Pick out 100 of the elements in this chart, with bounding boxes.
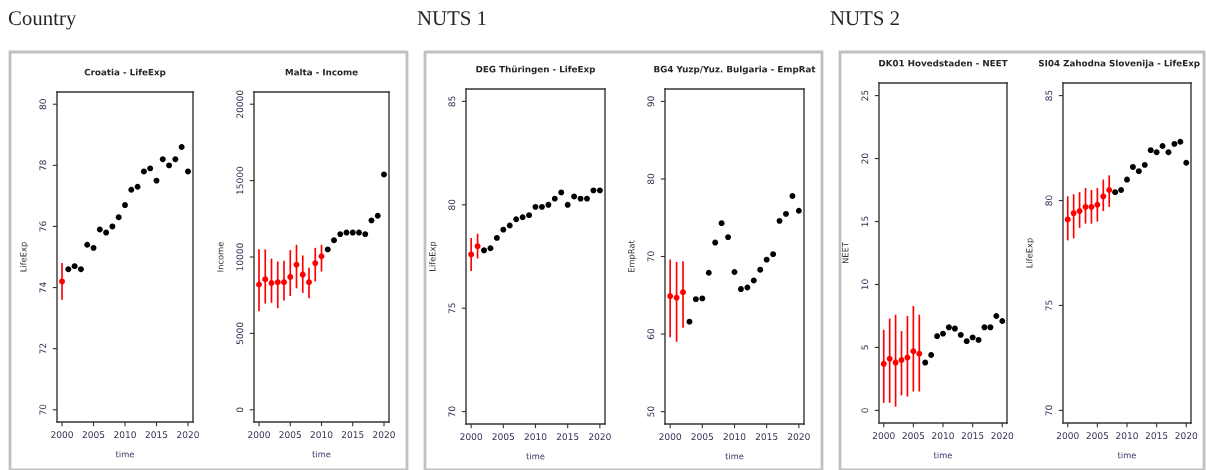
- y-tick-label: 85: [1045, 90, 1053, 101]
- point: [940, 330, 946, 337]
- y-tick-label: 5000: [236, 322, 244, 345]
- y-tick-label: 85: [448, 96, 456, 107]
- point: [1141, 161, 1148, 168]
- point: [1171, 140, 1178, 147]
- x-tick-label: 2015: [961, 432, 984, 440]
- x-tick-label: 2005: [1086, 432, 1109, 440]
- x-tick-label: 2015: [755, 433, 778, 441]
- x-tick-label: 2005: [691, 433, 714, 441]
- point: [166, 162, 173, 169]
- chart-title: Croatia - LifeExp: [84, 68, 166, 78]
- y-tick-label: 10: [861, 279, 869, 290]
- point: [993, 313, 1000, 319]
- x-tick-label: 2020: [1175, 432, 1198, 440]
- y-tick-label: 0: [236, 407, 244, 413]
- point: [381, 171, 387, 178]
- y-tick-label: 15: [861, 216, 869, 227]
- point: [1070, 210, 1077, 217]
- point: [122, 202, 128, 208]
- x-axis-title: time: [1117, 451, 1136, 459]
- point: [910, 348, 917, 355]
- x-tick-label: 2020: [589, 433, 611, 441]
- point: [951, 325, 958, 332]
- y-axis-title: LifeExp: [1026, 238, 1035, 268]
- point: [1129, 164, 1136, 170]
- point: [770, 251, 777, 258]
- point: [96, 226, 103, 233]
- point: [1153, 149, 1160, 156]
- x-tick-label: 2015: [556, 433, 579, 441]
- x-tick-label: 2005: [279, 431, 301, 439]
- point: [744, 284, 751, 291]
- point: [474, 243, 481, 250]
- x-tick-label: 2020: [788, 433, 810, 441]
- point: [147, 165, 154, 172]
- y-axis-title: NEET: [842, 242, 849, 264]
- point: [987, 324, 994, 331]
- point: [312, 260, 319, 267]
- point: [680, 289, 686, 296]
- y-tick-label: 70: [448, 406, 456, 417]
- y-tick-label: 75: [448, 303, 456, 314]
- point: [318, 253, 325, 260]
- y-axis-title: Income: [217, 242, 224, 272]
- point: [1082, 203, 1089, 210]
- point: [1135, 168, 1142, 175]
- point: [969, 334, 976, 341]
- y-tick-label: 78: [39, 160, 47, 171]
- y-tick-label: 70: [1045, 405, 1053, 416]
- point: [571, 193, 578, 200]
- point: [934, 333, 941, 340]
- point: [945, 324, 952, 331]
- point: [153, 177, 160, 184]
- point: [140, 168, 147, 175]
- x-tick-label: 2020: [373, 431, 395, 439]
- x-axis-title: time: [115, 450, 134, 458]
- text: NUTS 2: [830, 11, 899, 26]
- point: [789, 193, 796, 199]
- point: [750, 277, 757, 284]
- point: [928, 352, 935, 358]
- y-tick-label: 70: [647, 251, 655, 262]
- point: [90, 244, 97, 251]
- point: [963, 338, 970, 345]
- x-tick-label: 2000: [872, 432, 895, 440]
- point: [577, 195, 584, 202]
- point: [1165, 149, 1172, 156]
- point: [128, 186, 135, 193]
- chart-title: DK01 Hovedstaden - NEET: [879, 59, 1008, 67]
- y-tick-label: 15000: [236, 166, 244, 194]
- y-tick-label: 50: [647, 406, 655, 417]
- point: [374, 212, 381, 219]
- x-tick-label: 2000: [1056, 432, 1079, 440]
- point: [331, 237, 337, 244]
- point: [699, 295, 706, 302]
- point: [71, 263, 78, 270]
- x-tick-label: 2020: [177, 431, 199, 439]
- point: [776, 217, 783, 224]
- point: [545, 201, 552, 208]
- x-tick-label: 2005: [902, 432, 925, 440]
- point: [274, 279, 281, 286]
- y-tick-label: 80: [1045, 195, 1053, 206]
- point: [178, 144, 185, 150]
- x-tick-label: 2000: [51, 431, 73, 439]
- point: [1159, 143, 1166, 149]
- x-tick-label: 2010: [723, 433, 746, 441]
- chart-title: BG4 Yuzp/Yuz. Bulgaria - EmpRat: [654, 65, 816, 75]
- point: [904, 354, 911, 361]
- point: [795, 207, 802, 214]
- point: [1100, 193, 1107, 200]
- point: [256, 281, 262, 288]
- point: [337, 231, 344, 238]
- text: Country: [8, 11, 77, 30]
- point: [916, 350, 923, 357]
- point: [880, 360, 887, 367]
- point: [506, 222, 513, 229]
- chart-title: DEG Thüringen - LifeExp: [476, 65, 595, 75]
- point: [513, 216, 520, 223]
- point: [999, 318, 1006, 324]
- y-axis-title: LifeExp: [20, 242, 29, 272]
- point: [1118, 187, 1125, 193]
- x-tick-label: 2000: [460, 433, 483, 441]
